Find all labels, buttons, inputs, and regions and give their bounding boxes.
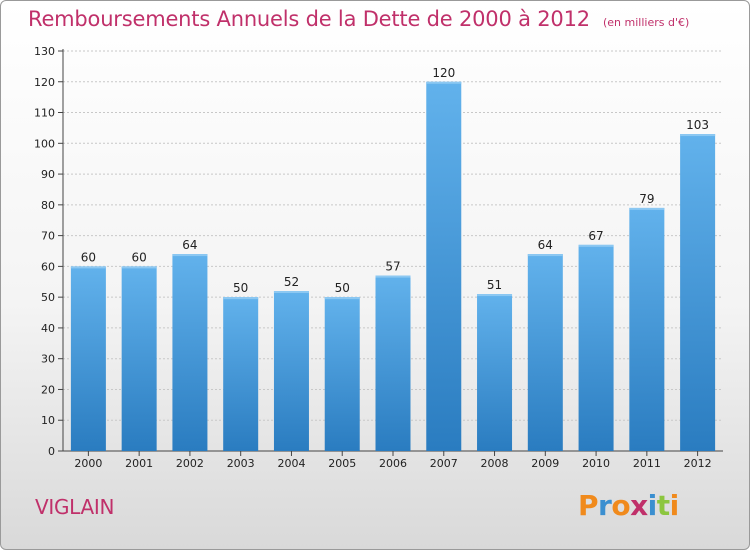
y-tick-label: 40 (41, 322, 55, 335)
value-label: 50 (233, 281, 248, 295)
bar-2005 (324, 297, 360, 451)
y-tick-label: 30 (41, 353, 55, 366)
y-tick-label: 0 (48, 445, 55, 458)
bar-top-highlight (629, 207, 665, 210)
bar-2010 (578, 244, 614, 451)
y-tick-label: 60 (41, 260, 55, 273)
y-tick-label: 10 (41, 414, 55, 427)
value-label: 60 (81, 250, 96, 264)
value-label: 51 (487, 278, 502, 292)
bar-2001 (121, 266, 157, 451)
value-label: 79 (639, 192, 654, 206)
x-tick-label: 2004 (277, 457, 305, 470)
bar-top-highlight (273, 291, 309, 293)
logo-letter: r (598, 489, 612, 522)
y-tick-label: 50 (41, 291, 55, 304)
bar-2002 (172, 254, 208, 451)
x-tick-label: 2002 (176, 457, 204, 470)
proxiti-logo: Proxiti (578, 489, 679, 522)
value-label: 103 (686, 118, 709, 132)
x-axis-ticks: 2000 2001 2002 2003 2004 2005 2006 2007 2008 2009… (74, 451, 712, 470)
bar-2000 (70, 266, 106, 451)
value-label: 64 (538, 238, 553, 252)
bar-top-highlight (324, 297, 360, 300)
bar-2011 (629, 207, 665, 451)
value-label: 57 (385, 260, 400, 274)
unit-note: (en milliers d'€) (603, 16, 690, 29)
bar-2004 (273, 291, 309, 451)
bar-top-highlight (70, 266, 106, 269)
y-tick-label: 120 (34, 76, 55, 89)
x-tick-label: 2008 (481, 457, 509, 470)
value-label: 120 (432, 66, 455, 80)
x-tick-label: 2009 (531, 457, 559, 470)
bar-2009 (527, 254, 563, 451)
y-tick-label: 70 (41, 230, 55, 243)
bar-top-highlight (477, 294, 513, 297)
x-tick-label: 2001 (125, 457, 153, 470)
y-tick-label: 100 (34, 137, 55, 150)
bars (70, 81, 716, 452)
x-tick-label: 2005 (328, 457, 356, 470)
logo-letter: o (611, 489, 631, 522)
bar-top-highlight (680, 134, 716, 137)
y-axis-ticks: 0 10 20 30 40 50 60 70 80 90 100 110 120 130 (34, 45, 63, 458)
value-label: 64 (182, 238, 197, 252)
bar-top-highlight (578, 244, 614, 247)
x-tick-label: 2010 (582, 457, 610, 470)
x-tick-label: 2003 (227, 457, 255, 470)
logo-letter: i (647, 489, 658, 522)
bar-2003 (223, 297, 259, 451)
logo-letter: x (630, 489, 648, 522)
logo-letter: t (656, 489, 670, 522)
y-tick-label: 130 (34, 45, 55, 58)
bar-2008 (477, 294, 513, 451)
bar-top-highlight (426, 81, 462, 84)
title-row: Remboursements Annuels de la Dette de 20… (28, 7, 689, 31)
bar-top-highlight (223, 297, 259, 300)
x-tick-label: 2007 (430, 457, 458, 470)
y-tick-label: 90 (41, 168, 55, 181)
bar-top-highlight (121, 266, 157, 269)
value-label: 60 (132, 250, 147, 264)
bar-top-highlight (172, 254, 208, 257)
x-tick-label: 2000 (74, 457, 102, 470)
y-tick-label: 80 (41, 199, 55, 212)
commune-name: VIGLAIN (35, 495, 115, 519)
logo-letter: P (578, 489, 599, 522)
value-label: 50 (335, 281, 350, 295)
bar-2007 (426, 81, 462, 452)
x-tick-label: 2011 (633, 457, 661, 470)
bar-top-highlight (527, 254, 563, 257)
x-tick-label: 2006 (379, 457, 407, 470)
y-tick-label: 110 (34, 107, 55, 120)
chart-title: Remboursements Annuels de la Dette de 20… (28, 7, 590, 31)
bar-2006 (375, 275, 411, 451)
bar-2012 (680, 134, 716, 452)
x-tick-label: 2012 (684, 457, 712, 470)
value-labels: 60 60 64 50 52 50 57 120 51 64 67 79 103 (81, 66, 709, 295)
y-tick-label: 20 (41, 383, 55, 396)
value-label: 52 (284, 275, 299, 289)
bar-top-highlight (375, 275, 411, 278)
logo-letter: i (669, 489, 680, 522)
value-label: 67 (588, 229, 603, 243)
